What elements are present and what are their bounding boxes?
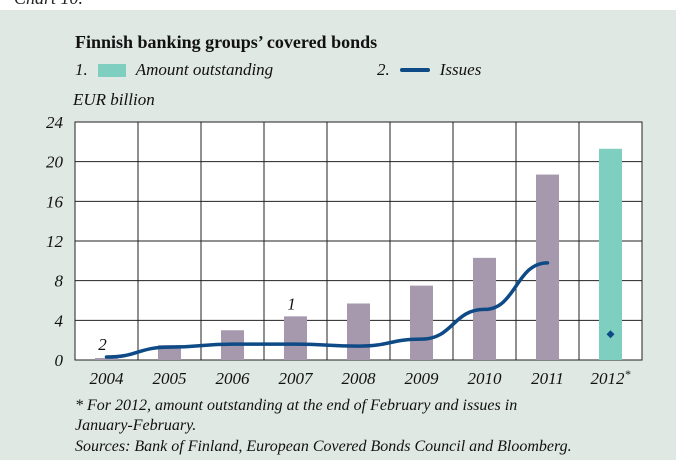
x-tick-label: 2006 bbox=[216, 369, 251, 388]
y-tick-label: 16 bbox=[46, 192, 64, 211]
legend-swatch-line bbox=[399, 68, 430, 72]
bar-2009 bbox=[410, 285, 433, 360]
x-tick-label: 2004 bbox=[90, 369, 125, 388]
legend-label-issues: Issues bbox=[439, 60, 482, 79]
annotation-2: 2 bbox=[98, 335, 107, 354]
bar-2011 bbox=[536, 174, 559, 360]
y-tick-label: 4 bbox=[55, 311, 64, 330]
legend-swatch-bar bbox=[97, 63, 126, 77]
footnote-line-2: January-February. bbox=[75, 417, 197, 434]
annotation-1: 1 bbox=[287, 294, 296, 313]
x-tick-label: 2007 bbox=[279, 369, 315, 388]
header-fragment-text: Chart 10. bbox=[14, 0, 83, 9]
legend-item-issues: 2. Issues bbox=[377, 60, 481, 80]
y-axis-unit-label: EUR billion bbox=[73, 90, 155, 109]
bar-2004 bbox=[95, 358, 118, 360]
y-tick-label: 24 bbox=[46, 113, 64, 132]
chart-title: Finnish banking groups’ covered bonds bbox=[75, 32, 378, 52]
legend-label-amount: Amount outstanding bbox=[135, 60, 274, 79]
x-tick-label: 2012* bbox=[591, 367, 631, 388]
legend-number-amount: 1. bbox=[75, 60, 88, 79]
header-fragment: Chart 10. bbox=[0, 0, 676, 10]
x-tick-label: 2008 bbox=[342, 369, 377, 388]
issues-line bbox=[104, 261, 550, 359]
footnote-line-1: * For 2012, amount outstanding at the en… bbox=[75, 397, 518, 414]
x-tick-label: 2005 bbox=[153, 369, 187, 388]
x-tick-label: 2009 bbox=[405, 369, 440, 388]
y-tick-label: 20 bbox=[46, 153, 64, 172]
bar-2008 bbox=[347, 303, 370, 360]
x-tick-label: 2010 bbox=[468, 369, 503, 388]
x-tick-label: 2011 bbox=[531, 369, 564, 388]
y-tick-label: 12 bbox=[46, 232, 64, 251]
footnote-sources: Sources: Bank of Finland, European Cover… bbox=[75, 438, 572, 455]
y-tick-label: 0 bbox=[55, 351, 64, 370]
y-tick-label: 8 bbox=[55, 272, 64, 291]
bar-2012 bbox=[599, 148, 622, 360]
bar-2007 bbox=[284, 316, 307, 360]
legend-number-issues: 2. bbox=[377, 60, 390, 79]
issues-marker-2012 bbox=[606, 330, 615, 339]
legend-item-amount: 1. Amount outstanding bbox=[75, 60, 273, 80]
